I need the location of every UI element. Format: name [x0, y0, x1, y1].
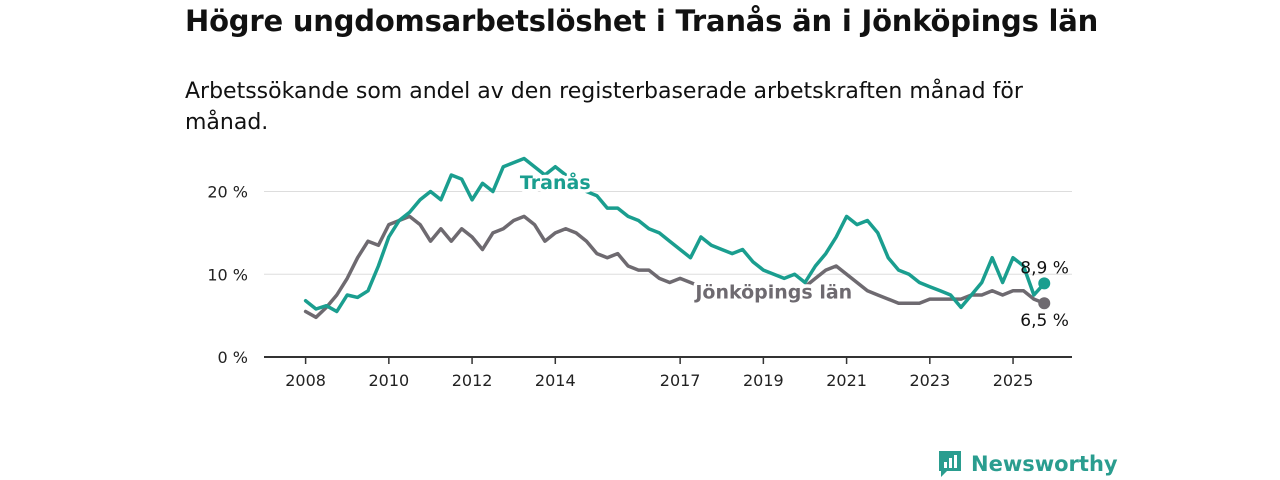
y-tick-label: 10 % — [207, 265, 248, 284]
end-point-jonkopings-lan — [1038, 297, 1051, 310]
x-tick-label: 2023 — [909, 371, 950, 390]
x-tick-label: 2008 — [285, 371, 326, 390]
x-tick-label: 2014 — [535, 371, 576, 390]
y-axis-ticks: 0 % 10 % 20 % — [207, 183, 248, 367]
x-tick-label: 2010 — [368, 371, 409, 390]
series-line-jonkopings-lan — [303, 214, 1047, 320]
end-value-jonkopings-lan: 6,5 % — [1020, 311, 1069, 331]
series-lines — [303, 156, 1051, 320]
chart-subtitle: Arbetssökande som andel av den registerb… — [185, 79, 1023, 135]
series-labels: Tranås Jönköpings län 8,9 % 6,5 % — [516, 167, 1069, 332]
x-tick-label: 2021 — [826, 371, 867, 390]
end-point-tranas — [1038, 277, 1051, 290]
chart-title: Högre ungdomsarbetslöshet i Tranås än i … — [185, 4, 1099, 38]
series-name-jonkopings-lan: Jönköpings län — [693, 281, 852, 303]
x-tick-label: 2012 — [452, 371, 493, 390]
series-name-tranas: Tranås — [520, 170, 591, 194]
x-tick-label: 2025 — [993, 371, 1034, 390]
y-tick-label: 0 % — [218, 348, 248, 367]
newsworthy-brand: Newsworthy — [937, 448, 1118, 480]
y-tick-label: 20 % — [207, 183, 248, 202]
x-axis-ticks: 2008 2010 2012 2014 2017 2019 2021 2023 2025 — [285, 357, 1033, 390]
gridlines — [264, 191, 1072, 358]
x-tick-label: 2017 — [660, 371, 701, 390]
end-value-tranas: 8,9 % — [1020, 258, 1069, 278]
brand-name: Newsworthy — [971, 452, 1118, 476]
x-tick-label: 2019 — [743, 371, 784, 390]
newsworthy-logo-icon — [939, 451, 961, 477]
series-line-tranas — [303, 156, 1047, 314]
